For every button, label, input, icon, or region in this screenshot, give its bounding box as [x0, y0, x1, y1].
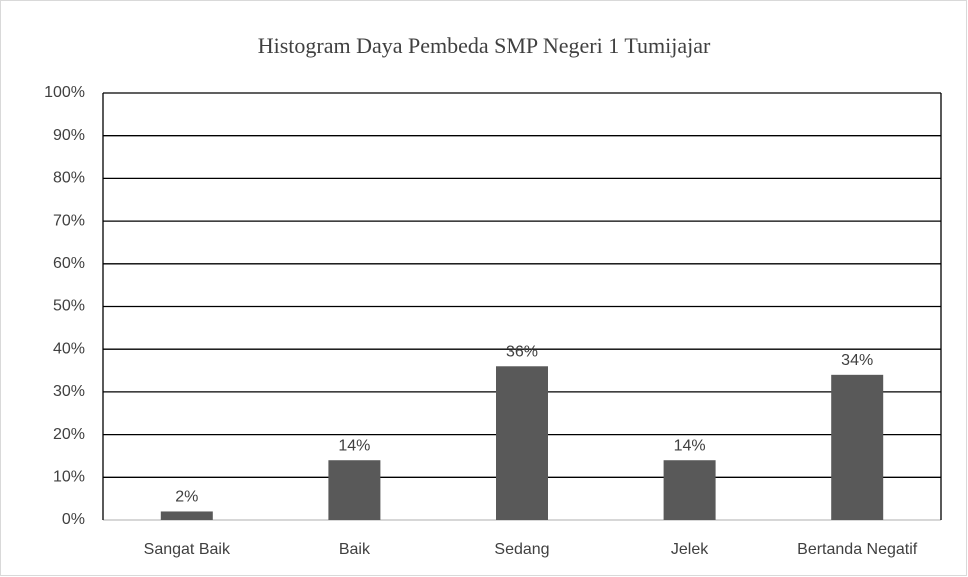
- data-label: 36%: [506, 343, 538, 360]
- chart-title: Histogram Daya Pembeda SMP Negeri 1 Tumi…: [258, 33, 711, 58]
- bar: [328, 460, 381, 520]
- data-label: 34%: [841, 352, 873, 369]
- y-tick-label: 30%: [53, 383, 85, 400]
- data-label: 2%: [175, 489, 198, 506]
- x-tick-label: Bertanda Negatif: [797, 541, 918, 558]
- bar: [831, 374, 884, 520]
- y-tick-label: 40%: [53, 340, 85, 357]
- bar: [663, 460, 716, 520]
- x-tick-label: Sangat Baik: [144, 541, 231, 558]
- data-label: 14%: [338, 437, 370, 454]
- bar: [160, 511, 213, 520]
- y-tick-label: 50%: [53, 298, 85, 315]
- y-tick-label: 20%: [53, 426, 85, 443]
- x-tick-label: Jelek: [671, 541, 709, 558]
- y-tick-label: 10%: [53, 469, 85, 486]
- y-tick-label: 60%: [53, 255, 85, 272]
- data-label: 14%: [674, 437, 706, 454]
- y-tick-label: 90%: [53, 127, 85, 144]
- y-tick-label: 100%: [44, 84, 85, 101]
- x-tick-label: Sedang: [494, 541, 549, 558]
- y-tick-label: 80%: [53, 170, 85, 187]
- y-tick-label: 70%: [53, 212, 85, 229]
- bar: [496, 366, 548, 520]
- y-tick-label: 0%: [62, 511, 85, 528]
- x-tick-label: Baik: [339, 541, 371, 558]
